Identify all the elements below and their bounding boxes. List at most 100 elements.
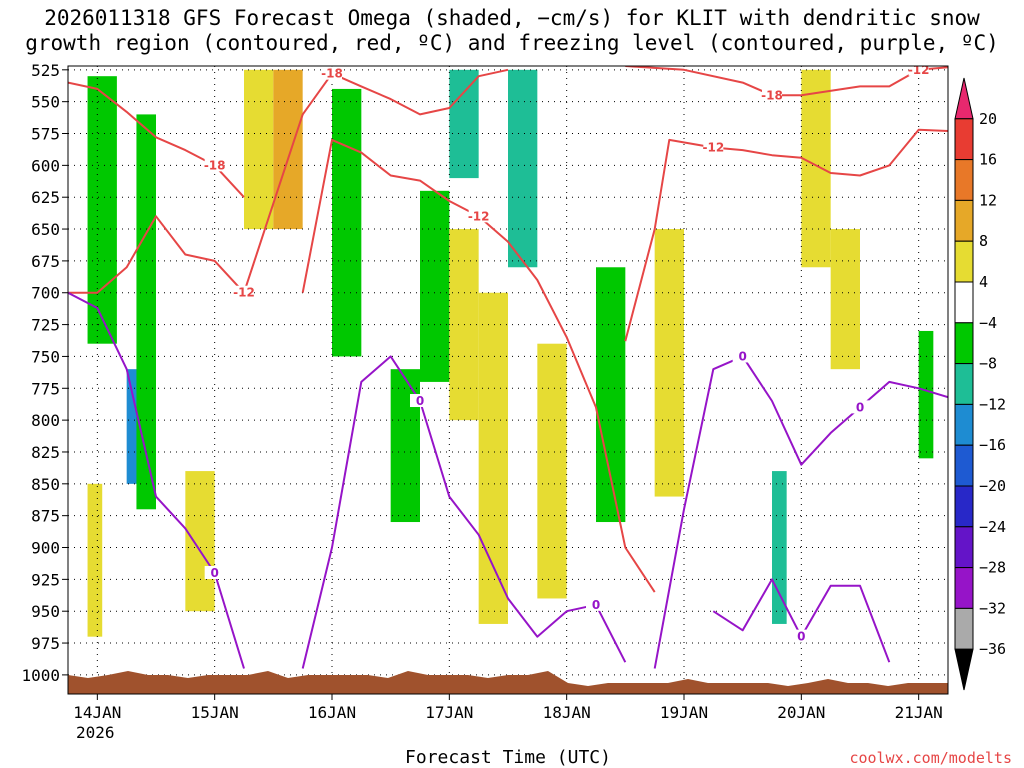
colorbar-bin bbox=[954, 240, 974, 283]
y-tick-label: 975 bbox=[31, 634, 60, 653]
y-tick-label: 675 bbox=[31, 252, 60, 271]
contour-label-bg bbox=[908, 66, 929, 76]
contours: -18 -18 -12 -12 -18 -12 -12 0 0 0 0 0 0 bbox=[68, 66, 948, 669]
colorbar-bin bbox=[954, 526, 974, 569]
dendritic-contour bbox=[625, 66, 948, 97]
contour-label-bg bbox=[204, 565, 225, 579]
contour-label-bg bbox=[322, 66, 342, 80]
omega-shade-patch bbox=[449, 69, 479, 179]
terrain-ground bbox=[68, 671, 948, 694]
y-tick-label: 550 bbox=[31, 93, 60, 112]
x-axis: 14JAN 15JAN 16JAN 17JAN 18JAN 19JAN 20JAN 21JAN bbox=[73, 694, 943, 722]
colorbar-label: 12 bbox=[979, 191, 997, 209]
y-axis: 525 550 575 600 625 650 675 700 725 750 775 800 825 8… bbox=[21, 61, 68, 685]
colorbar-label: −32 bbox=[979, 599, 1006, 617]
colorbar-bin bbox=[954, 199, 974, 242]
omega-shade-patch bbox=[244, 69, 274, 230]
dendritic-contour bbox=[243, 68, 509, 294]
x-tick-label: 18JAN bbox=[543, 703, 591, 722]
omega-shade-patch bbox=[830, 229, 860, 370]
x-tick-label: 20JAN bbox=[777, 703, 825, 722]
x-tick-label: 21JAN bbox=[895, 703, 943, 722]
contour-label-bg bbox=[762, 88, 782, 102]
contour-label: -12 bbox=[702, 141, 724, 155]
colorbar-label: 4 bbox=[979, 273, 988, 291]
chart-title-line-1: 2026011318 GFS Forecast Omega (shaded, −… bbox=[44, 6, 980, 30]
omega-shade-patch bbox=[508, 69, 538, 268]
contour-label: 0 bbox=[797, 630, 805, 644]
y-tick-label: 900 bbox=[31, 539, 60, 558]
colorbar-label: −28 bbox=[979, 559, 1006, 577]
omega-shade-patch bbox=[273, 69, 303, 230]
omega-shade-patch bbox=[420, 190, 450, 382]
contour-label: 0 bbox=[210, 566, 218, 580]
colorbar-bin bbox=[954, 281, 974, 324]
omega-shade-patch bbox=[332, 88, 362, 357]
contour-label-bg bbox=[703, 140, 724, 154]
colorbar-label: 20 bbox=[979, 110, 997, 128]
contour-label: -18 bbox=[761, 88, 783, 102]
colorbar-bin bbox=[954, 322, 974, 365]
freezing-level-contour bbox=[301, 355, 627, 669]
colorbar-arrow-top bbox=[954, 77, 974, 120]
chart-title-line-2: growth region (contoured, red, ºC) and f… bbox=[25, 31, 999, 55]
y-tick-label: 600 bbox=[31, 156, 60, 175]
y-tick-label: 625 bbox=[31, 188, 60, 207]
omega-shade-patch bbox=[390, 369, 420, 523]
x-tick-label: 14JAN bbox=[73, 703, 121, 722]
contour-label: -18 bbox=[321, 67, 343, 81]
contour-label-bg bbox=[732, 349, 753, 363]
contour-label: 0 bbox=[856, 400, 864, 414]
contour-label-bg bbox=[204, 158, 225, 172]
colorbar-label: 8 bbox=[979, 232, 988, 250]
x-year-label: 2026 bbox=[76, 723, 115, 742]
colorbar: 20 16 12 8 4 −4 −8 −12 −16 −20 −24 −28 −32 −36 bbox=[954, 77, 1006, 691]
contour-label-bg bbox=[586, 597, 606, 611]
omega-shade-patch bbox=[87, 76, 117, 344]
omega-shade-patch bbox=[654, 229, 684, 497]
colorbar-bin bbox=[954, 567, 974, 609]
plot-frame bbox=[67, 65, 949, 695]
colorbar-label: −8 bbox=[979, 355, 997, 373]
contour-label-bg bbox=[410, 394, 430, 408]
colorbar-arrow-bottom bbox=[954, 648, 974, 691]
freezing-level-contour bbox=[653, 355, 948, 669]
omega-shading bbox=[87, 69, 934, 637]
omega-shade-patch bbox=[801, 69, 831, 268]
y-tick-label: 825 bbox=[31, 443, 60, 462]
omega-shade-patch bbox=[478, 292, 508, 624]
y-tick-label: 925 bbox=[31, 570, 60, 589]
y-tick-label: 525 bbox=[31, 61, 60, 80]
colorbar-label: −24 bbox=[979, 518, 1006, 536]
colorbar-bin bbox=[954, 485, 974, 528]
omega-shade-patch bbox=[772, 471, 787, 624]
contour-label: 0 bbox=[592, 598, 600, 612]
x-tick-label: 15JAN bbox=[191, 703, 239, 722]
omega-shade-patch bbox=[918, 330, 934, 459]
contour-label: 0 bbox=[416, 394, 424, 408]
freezing-level-contour bbox=[712, 578, 891, 663]
y-tick-label: 950 bbox=[31, 602, 60, 621]
colorbar-bin bbox=[954, 159, 974, 201]
y-tick-label: 775 bbox=[31, 379, 60, 398]
contour-label-bg bbox=[234, 285, 254, 299]
y-tick-label: 800 bbox=[31, 411, 60, 430]
contour-label: 0 bbox=[738, 349, 746, 363]
colorbar-label: −4 bbox=[979, 314, 997, 332]
y-tick-label: 700 bbox=[31, 284, 60, 303]
contour-label-bg bbox=[468, 209, 489, 223]
colorbar-bin bbox=[954, 118, 974, 161]
colorbar-bin bbox=[954, 444, 974, 487]
omega-shade-patch bbox=[136, 114, 156, 510]
y-tick-label: 850 bbox=[31, 475, 60, 494]
colorbar-bin bbox=[954, 403, 974, 446]
contour-label: -18 bbox=[204, 158, 226, 172]
dendritic-contour bbox=[68, 215, 245, 294]
contour-label: -12 bbox=[468, 209, 490, 223]
colorbar-label: −36 bbox=[979, 640, 1006, 658]
credit-text: coolwx.com/modelts bbox=[849, 749, 1012, 767]
colorbar-label: −16 bbox=[979, 436, 1006, 454]
x-tick-label: 16JAN bbox=[308, 703, 356, 722]
x-tick-label: 17JAN bbox=[425, 703, 473, 722]
